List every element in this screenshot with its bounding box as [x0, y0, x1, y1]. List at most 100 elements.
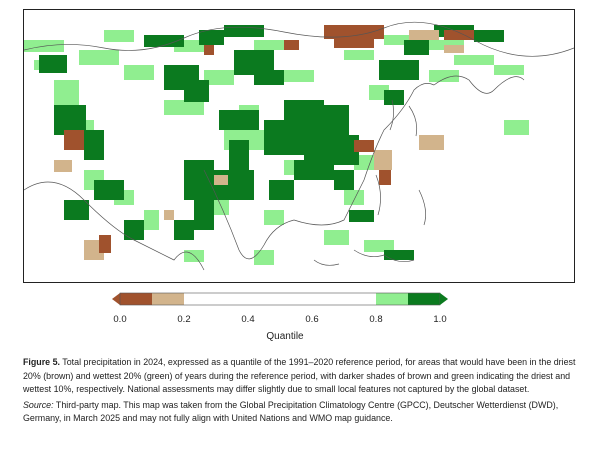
wet-10-cell	[284, 100, 324, 120]
wet-20-cell	[124, 65, 154, 80]
coastline	[313, 259, 340, 266]
caption-paragraph: Figure 5. Total precipitation in 2024, e…	[23, 356, 583, 397]
legend-segment-1	[152, 293, 184, 305]
legend-tick-2: 0.4	[241, 314, 255, 325]
legend-segment-2	[184, 293, 376, 305]
figure-label: Figure 5.	[23, 357, 60, 367]
dry-20-cell	[419, 135, 444, 150]
dry-20-cell	[374, 150, 392, 170]
wet-20-cell	[254, 250, 274, 265]
wet-20-cell	[104, 30, 134, 42]
wet-10-cell	[324, 105, 349, 135]
wet-10-cell	[474, 30, 504, 42]
wet-20-cell	[204, 70, 234, 85]
dry-20-cell	[444, 45, 464, 53]
coastline	[293, 83, 435, 226]
legend-colorbar	[112, 292, 448, 306]
wet-10-cell	[84, 130, 104, 160]
dry-10-areas	[64, 25, 474, 253]
dry-20-cell	[164, 210, 174, 220]
wet-10-cell	[144, 35, 184, 47]
wet-20-cell	[284, 70, 314, 82]
legend-tick-0: 0.0	[113, 314, 127, 325]
wet-10-cell	[199, 30, 224, 45]
dry-10-cell	[334, 38, 374, 48]
wet-10-cell	[174, 220, 194, 240]
dry-10-cell	[204, 45, 214, 55]
wet-20-cell	[494, 65, 524, 75]
legend-segment-3	[376, 293, 408, 305]
source-paragraph: Source: Third-party map. This map was ta…	[23, 399, 583, 426]
quantile-legend: 0.0 0.2 0.4 0.6 0.8 1.0 Quantile	[110, 292, 460, 352]
legend-segment-0	[120, 293, 152, 305]
figure-caption: Figure 5. Total precipitation in 2024, e…	[23, 356, 583, 426]
wet-10-cell	[254, 70, 284, 85]
coastline	[203, 169, 295, 260]
wet-10-cell	[404, 40, 429, 55]
wet-20-cell	[79, 50, 119, 65]
coastline	[418, 189, 426, 226]
wet-10-cell	[94, 180, 124, 200]
legend-arrow-right	[440, 293, 448, 305]
coastline	[24, 21, 574, 57]
dry-10-cell	[64, 130, 84, 150]
legend-title: Quantile	[266, 331, 304, 342]
wet-20-cell	[454, 55, 494, 65]
legend-segment-4	[408, 293, 440, 305]
dry-10-cell	[99, 235, 111, 253]
coastline	[24, 181, 205, 271]
wet-20-cell	[254, 40, 294, 50]
legend-arrow-left	[112, 293, 120, 305]
wet-10-cell	[294, 160, 334, 180]
caption-text: Total precipitation in 2024, expressed a…	[23, 357, 576, 395]
coastline	[433, 75, 525, 94]
wet-10-cell	[194, 200, 214, 230]
wet-20-cell	[354, 155, 379, 170]
dry-10-cell	[354, 140, 374, 152]
wet-20-cell	[344, 50, 374, 60]
wet-10-cell	[334, 170, 354, 190]
wet-10-cell	[384, 250, 414, 260]
wet-20-cell	[364, 240, 394, 252]
dry-20-areas	[54, 30, 464, 260]
source-text: Third-party map. This map was taken from…	[23, 399, 559, 424]
coastline	[375, 174, 381, 216]
wet-20-cell	[54, 80, 79, 105]
wet-10-cell	[219, 110, 259, 130]
source-label: Source:	[23, 399, 54, 410]
wet-10-cell	[269, 180, 294, 200]
wet-10-cell	[64, 200, 89, 220]
wet-10-cell	[39, 55, 67, 73]
wet-10-cell	[349, 210, 374, 222]
legend-tick-3: 0.6	[305, 314, 319, 325]
wet-20-cell	[324, 230, 349, 245]
wet-10-cell	[184, 160, 214, 200]
dry-10-cell	[324, 25, 384, 39]
wet-20-cell	[264, 210, 284, 225]
wet-10-cell	[224, 25, 264, 37]
dry-10-cell	[444, 30, 474, 40]
coastlines	[24, 21, 574, 271]
wet-10-cell	[184, 80, 209, 102]
dry-10-cell	[284, 40, 299, 50]
wet-20-cell	[344, 190, 364, 205]
precipitation-map	[24, 21, 574, 271]
coastline	[389, 99, 394, 131]
dry-20-cell	[409, 30, 439, 40]
wet-20-cell	[164, 100, 204, 115]
legend-tick-1: 0.2	[177, 314, 191, 325]
wet-10-cell	[124, 220, 144, 240]
legend-tick-4: 0.8	[369, 314, 383, 325]
wet-20-cell	[144, 210, 159, 230]
coastline	[408, 105, 418, 137]
legend-tick-5: 1.0	[433, 314, 447, 325]
wet-10-cell	[384, 90, 404, 105]
map-panel	[23, 9, 575, 283]
coastline	[353, 249, 415, 262]
wet-10-cell	[229, 140, 249, 175]
wet-20-cell	[504, 120, 529, 135]
wet-20-cell	[429, 70, 459, 82]
dry-10-cell	[379, 170, 391, 185]
legend-segments	[120, 293, 440, 305]
dry-20-cell	[54, 160, 72, 172]
